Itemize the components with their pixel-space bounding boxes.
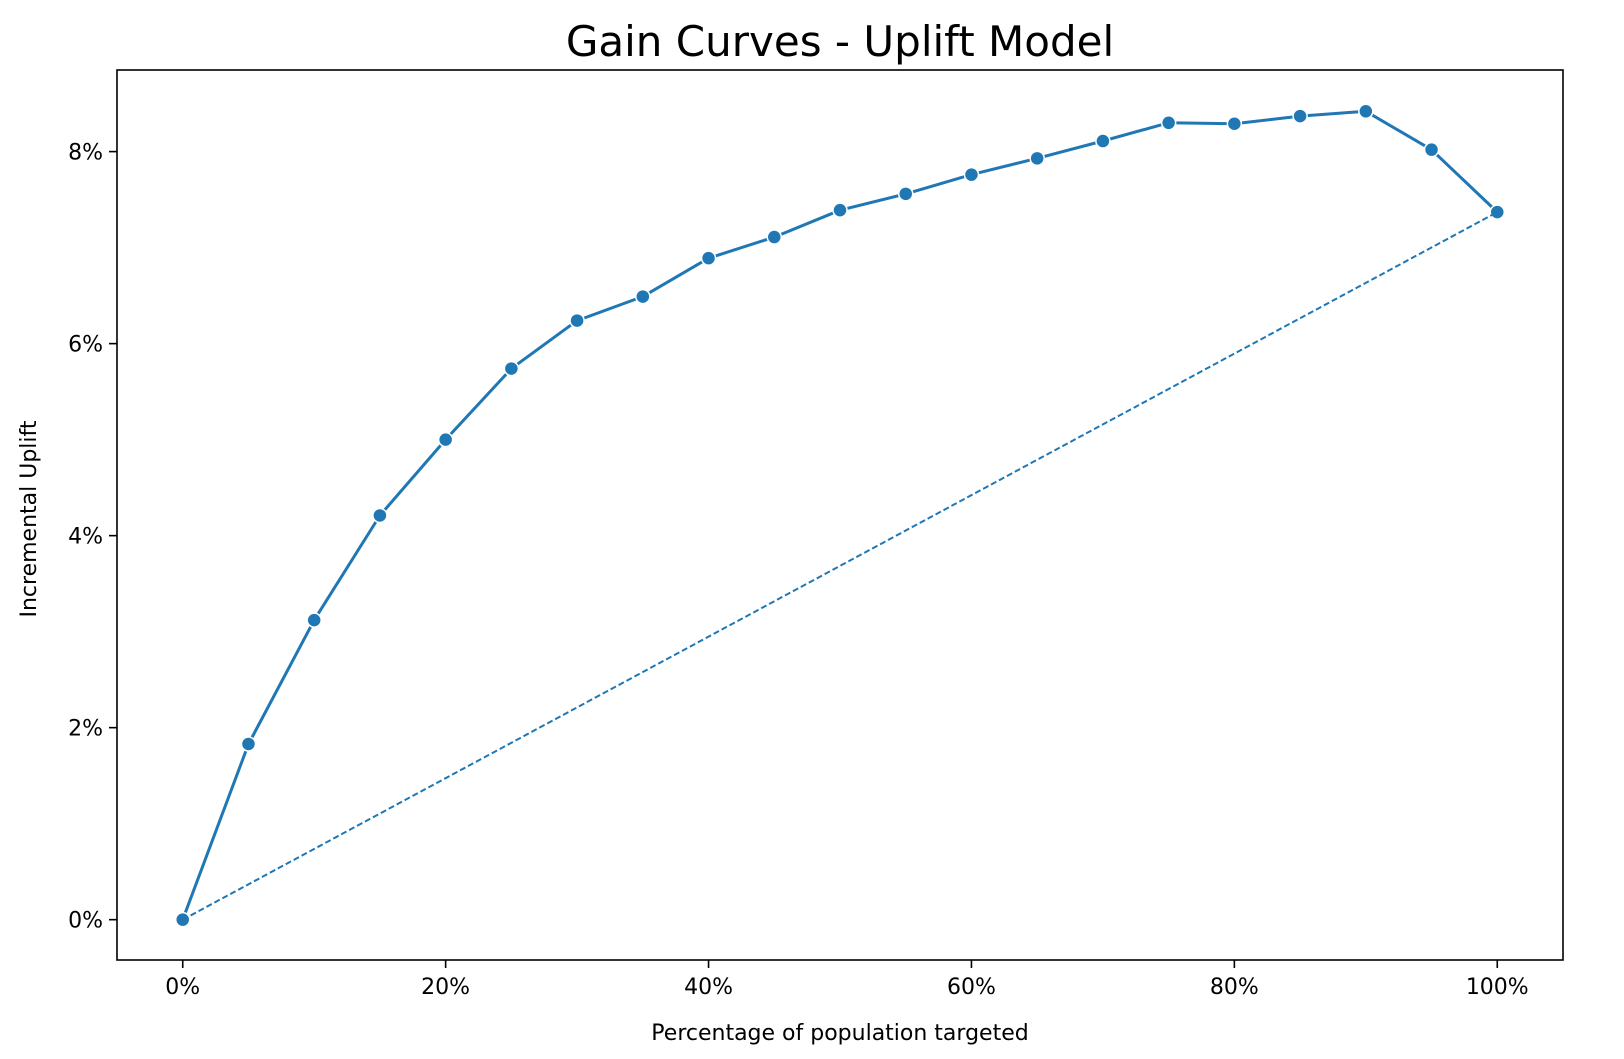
y-tick-label: 8%	[68, 141, 103, 166]
uplift-data-point	[306, 612, 322, 628]
x-tick-label: 0%	[165, 975, 200, 1000]
uplift-data-point	[1292, 108, 1308, 124]
plot-area	[174, 103, 1506, 928]
uplift-data-point	[503, 360, 520, 377]
x-tick-label: 40%	[684, 975, 733, 1000]
y-axis-label: Incremental Uplift	[17, 420, 42, 617]
x-tick-label: 60%	[947, 975, 996, 1000]
plot-frame	[116, 69, 1564, 961]
uplift-data-point	[832, 202, 848, 218]
uplift-data-point	[963, 166, 980, 183]
baseline-dashed-line	[182, 211, 1498, 921]
uplift-data-point	[1226, 116, 1243, 132]
uplift-data-point	[569, 312, 585, 329]
uplift-data-point	[766, 229, 783, 245]
uplift-data-point	[1095, 133, 1111, 149]
chart-title: Gain Curves - Uplift Model	[566, 17, 1114, 66]
uplift-data-point	[700, 250, 717, 266]
x-tick-label: 80%	[1210, 975, 1259, 1000]
uplift-data-point	[240, 736, 257, 752]
x-tick-label: 20%	[421, 975, 470, 1000]
uplift-data-point	[1358, 103, 1374, 120]
x-axis-ticks: 0% 20% 40% 60% 80% 100%	[165, 960, 1529, 1000]
x-axis-label: Percentage of population targeted	[651, 1021, 1028, 1046]
uplift-data-point	[1423, 141, 1440, 158]
x-tick-label: 100%	[1466, 975, 1529, 1000]
y-tick-label: 6%	[68, 333, 103, 358]
uplift-data-point	[897, 186, 914, 202]
y-tick-label: 4%	[68, 525, 103, 550]
y-axis-ticks: 0% 2% 4% 6% 8%	[68, 141, 117, 934]
uplift-data-point	[1489, 204, 1506, 220]
uplift-data-point	[437, 431, 454, 448]
y-tick-label: 2%	[68, 717, 103, 742]
uplift-data-point	[1029, 150, 1045, 167]
uplift-data-point	[1160, 115, 1177, 131]
uplift-data-point	[372, 507, 388, 524]
uplift-data-point	[635, 288, 651, 305]
y-tick-label: 0%	[68, 909, 103, 934]
